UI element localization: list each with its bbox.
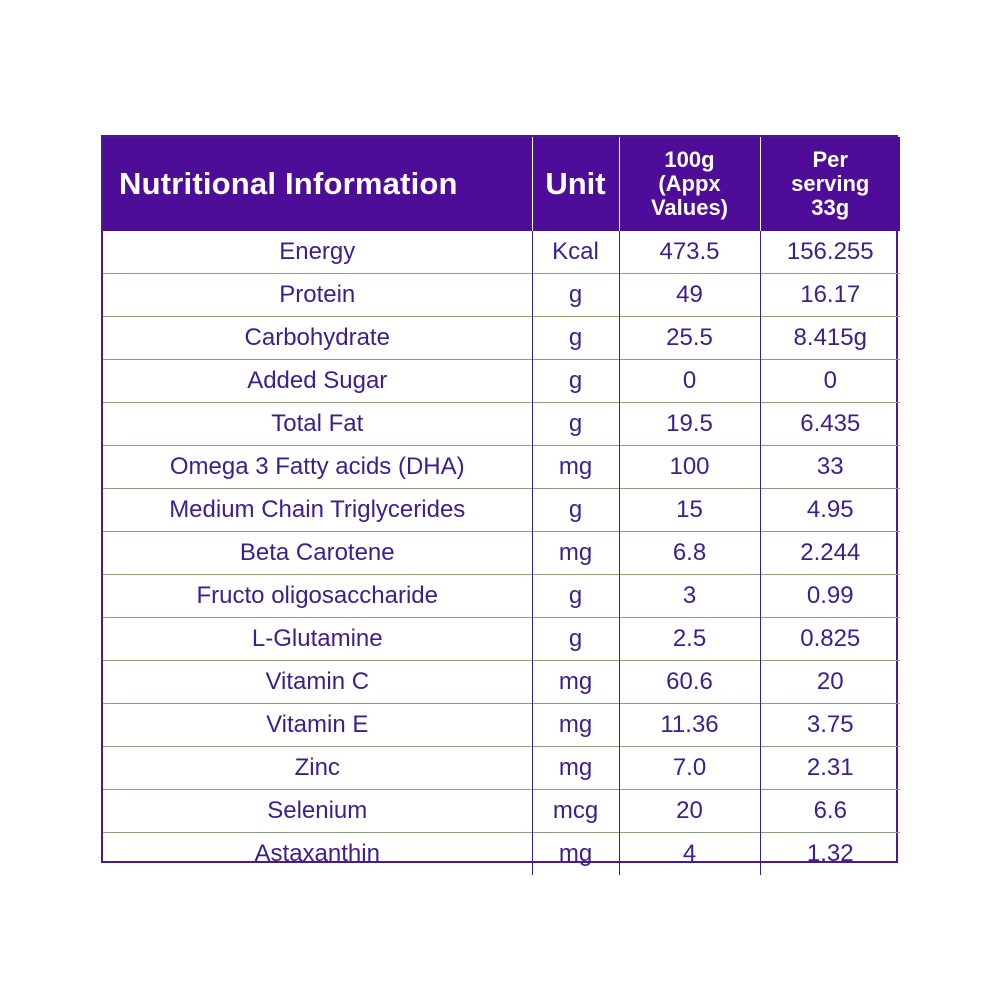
- nutrient-name: Beta Carotene: [103, 531, 532, 575]
- value-per-100g: 19.5: [618, 402, 760, 446]
- header-nutritional-information: Nutritional Information: [103, 137, 532, 231]
- nutrition-table: Nutritional Information Unit 100g (Appx …: [103, 137, 900, 875]
- value-per-serving: 6.6: [759, 789, 900, 833]
- value-per-serving: 4.95: [759, 488, 900, 532]
- value-per-serving: 3.75: [759, 703, 900, 747]
- nutrient-unit: mg: [531, 832, 619, 875]
- value-per-serving: 0.99: [759, 574, 900, 618]
- nutrient-unit: g: [531, 617, 619, 661]
- value-per-serving: 0: [759, 359, 900, 403]
- table-row: L-Glutamine g 2.5 0.825: [103, 617, 900, 661]
- nutrient-name: Carbohydrate: [103, 316, 532, 360]
- value-per-serving: 2.31: [759, 746, 900, 790]
- table-body: Energy Kcal 473.5 156.255 Protein g 49 1…: [103, 231, 900, 875]
- value-per-100g: 2.5: [618, 617, 760, 661]
- table-row: Medium Chain Triglycerides g 15 4.95: [103, 488, 900, 532]
- nutrition-table-frame: Nutritional Information Unit 100g (Appx …: [101, 135, 900, 875]
- nutrient-unit: g: [531, 359, 619, 403]
- nutrient-unit: g: [531, 273, 619, 317]
- nutrient-unit: g: [531, 574, 619, 618]
- nutrient-unit: mg: [531, 660, 619, 704]
- table-row: Vitamin E mg 11.36 3.75: [103, 703, 900, 747]
- header-per-serving: Per serving 33g: [759, 137, 900, 231]
- header-per-100g: 100g (Appx Values): [618, 137, 760, 231]
- header-per-100g-line: (Appx: [658, 171, 721, 196]
- table-row: Protein g 49 16.17: [103, 273, 900, 317]
- nutrient-name: Added Sugar: [103, 359, 532, 403]
- value-per-100g: 15: [618, 488, 760, 532]
- header-per-serving-line: 33g: [811, 195, 850, 220]
- header-per-100g-line: Values): [650, 195, 729, 220]
- table-row: Vitamin C mg 60.6 20: [103, 660, 900, 704]
- nutrient-name: Vitamin C: [103, 660, 532, 704]
- header-per-serving-line: serving: [791, 171, 870, 196]
- nutrient-unit: g: [531, 488, 619, 532]
- table-row: Energy Kcal 473.5 156.255: [103, 231, 900, 274]
- nutrient-unit: g: [531, 402, 619, 446]
- nutrient-name: Protein: [103, 273, 532, 317]
- nutrient-name: Omega 3 Fatty acids (DHA): [103, 445, 532, 489]
- table-row: Selenium mcg 20 6.6: [103, 789, 900, 833]
- value-per-100g: 4: [618, 832, 760, 875]
- nutrient-name: Zinc: [103, 746, 532, 790]
- table-row: Added Sugar g 0 0: [103, 359, 900, 403]
- table-row: Beta Carotene mg 6.8 2.244: [103, 531, 900, 575]
- table-row: Omega 3 Fatty acids (DHA) mg 100 33: [103, 445, 900, 489]
- value-per-100g: 0: [618, 359, 760, 403]
- table-row: Carbohydrate g 25.5 8.415g: [103, 316, 900, 360]
- nutrient-name: Vitamin E: [103, 703, 532, 747]
- value-per-serving: 20: [759, 660, 900, 704]
- nutrient-unit: mg: [531, 531, 619, 575]
- nutrient-unit: mcg: [531, 789, 619, 833]
- value-per-serving: 2.244: [759, 531, 900, 575]
- nutrient-name: Fructo oligosaccharide: [103, 574, 532, 618]
- value-per-serving: 16.17: [759, 273, 900, 317]
- nutrient-name: Total Fat: [103, 402, 532, 446]
- nutrient-unit: g: [531, 316, 619, 360]
- nutrient-unit: mg: [531, 445, 619, 489]
- header-per-100g-line: 100g: [664, 147, 715, 172]
- value-per-serving: 6.435: [759, 402, 900, 446]
- value-per-100g: 20: [618, 789, 760, 833]
- table-row: Zinc mg 7.0 2.31: [103, 746, 900, 790]
- table-header: Nutritional Information Unit 100g (Appx …: [103, 137, 900, 231]
- nutrient-unit: mg: [531, 746, 619, 790]
- table-row: Fructo oligosaccharide g 3 0.99: [103, 574, 900, 618]
- value-per-100g: 60.6: [618, 660, 760, 704]
- nutrient-name: Medium Chain Triglycerides: [103, 488, 532, 532]
- value-per-100g: 11.36: [618, 703, 760, 747]
- value-per-serving: 0.825: [759, 617, 900, 661]
- table-row: Astaxanthin mg 4 1.32: [103, 832, 900, 875]
- value-per-serving: 1.32: [759, 832, 900, 875]
- value-per-100g: 3: [618, 574, 760, 618]
- nutrient-name: Selenium: [103, 789, 532, 833]
- nutrient-unit: Kcal: [531, 231, 619, 274]
- value-per-serving: 156.255: [759, 231, 900, 274]
- value-per-100g: 49: [618, 273, 760, 317]
- nutrient-name: Astaxanthin: [103, 832, 532, 875]
- header-unit: Unit: [531, 137, 619, 231]
- value-per-100g: 7.0: [618, 746, 760, 790]
- value-per-100g: 6.8: [618, 531, 760, 575]
- value-per-serving: 33: [759, 445, 900, 489]
- nutrient-name: Energy: [279, 238, 356, 265]
- value-per-100g: 25.5: [618, 316, 760, 360]
- table-row: Total Fat g 19.5 6.435: [103, 402, 900, 446]
- nutrient-unit: mg: [531, 703, 619, 747]
- value-per-serving: 8.415g: [759, 316, 900, 360]
- value-per-100g: 100: [618, 445, 760, 489]
- value-per-100g: 473.5: [618, 231, 760, 274]
- header-per-serving-line: Per: [812, 147, 848, 172]
- header-row: Nutritional Information Unit 100g (Appx …: [103, 137, 900, 231]
- nutrient-name: L-Glutamine: [103, 617, 532, 661]
